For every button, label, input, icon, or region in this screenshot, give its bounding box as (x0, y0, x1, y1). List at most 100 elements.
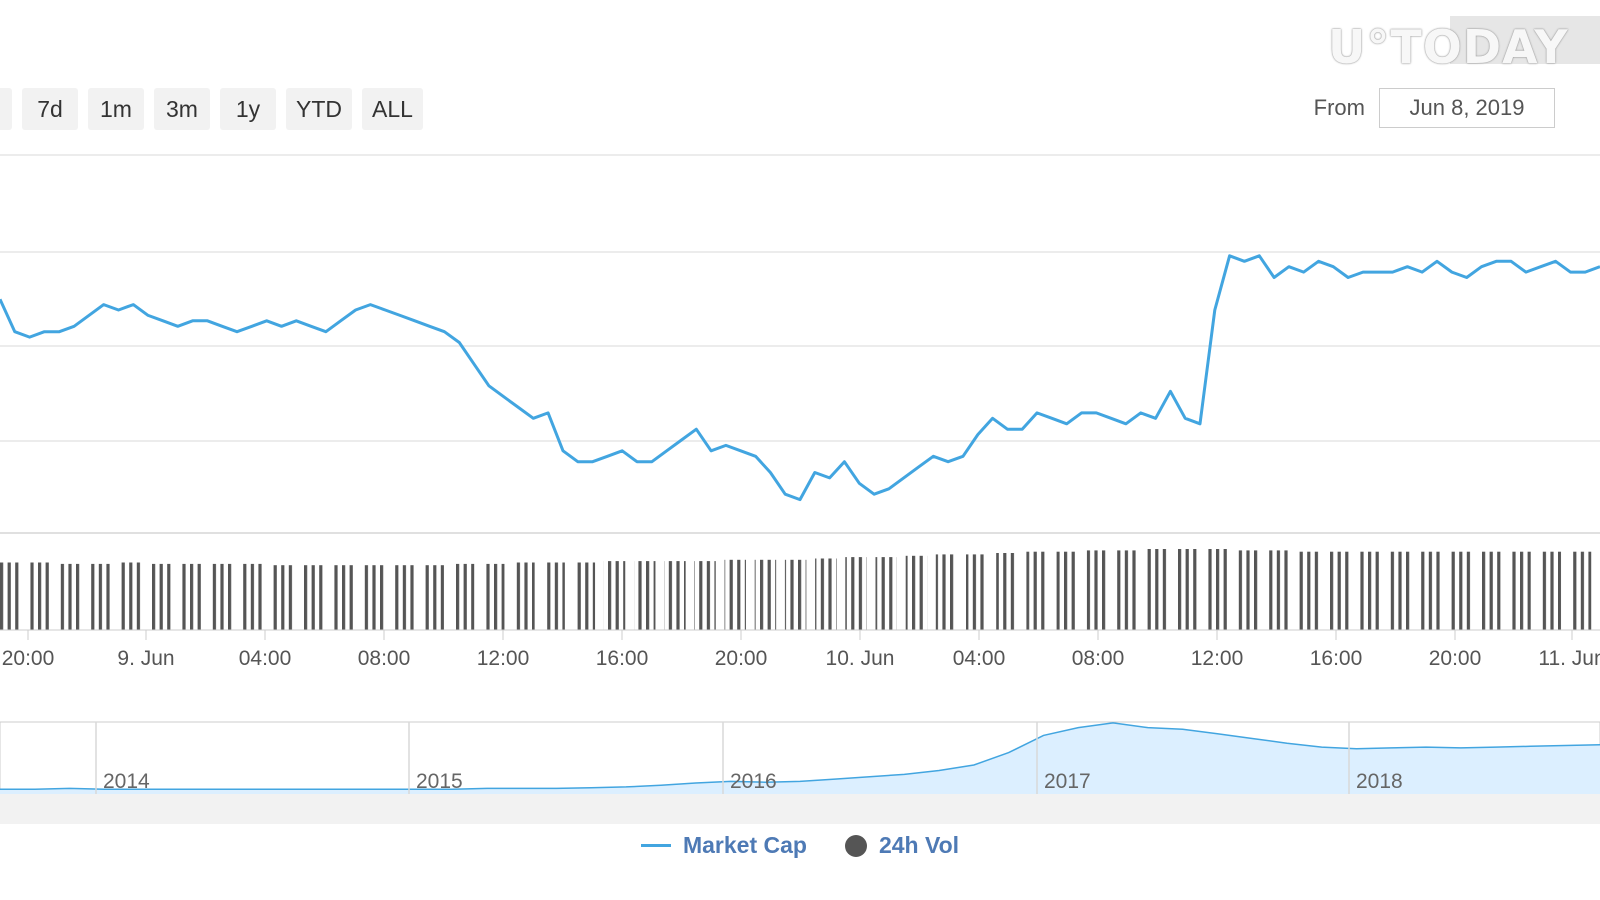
x-tick-label: 08:00 (1072, 647, 1125, 670)
volume-bar (1056, 551, 1079, 630)
volume-bar (724, 559, 746, 630)
volume-bar (573, 562, 596, 630)
navigator-scrollbar[interactable] (0, 794, 1600, 824)
volume-bar (1117, 550, 1139, 631)
volume-bar (1267, 550, 1290, 631)
volume-bar (392, 565, 414, 630)
volume-bar (181, 563, 203, 631)
volume-bar (1358, 551, 1380, 630)
volume-bar (966, 554, 988, 630)
x-tick-label: 08:00 (358, 647, 411, 670)
legend-item-market-cap[interactable]: Market Cap (640, 832, 807, 859)
volume-bar (60, 563, 82, 631)
volume-bar (422, 565, 445, 630)
volume-bar (1298, 551, 1320, 630)
volume-bar (1328, 551, 1350, 630)
navigator: 2014 2015 2016 2017 2018 (0, 721, 1600, 824)
volume-bar (1479, 551, 1501, 630)
range-button-1m[interactable]: 1m (88, 88, 144, 130)
navigator-tick-label: 2015 (416, 770, 463, 793)
volume-bar (301, 565, 324, 630)
navigator-tick-label: 2014 (103, 770, 150, 793)
volume-bar (1539, 551, 1562, 630)
volume-bar (935, 554, 958, 630)
volume-bar (1418, 551, 1441, 630)
volume-bar (1449, 551, 1471, 630)
volume-bar (664, 561, 686, 630)
x-tick-label: 20:00 (1429, 647, 1482, 670)
navigator-x-axis: 2014 2015 2016 2017 2018 (95, 722, 1403, 794)
range-selector: 7d 1m 3m 1y YTD ALL (0, 88, 423, 130)
x-tick-label: 9. Jun (117, 647, 174, 670)
volume-bar (754, 559, 777, 630)
range-button-7d[interactable]: 7d (22, 88, 78, 130)
volume-bar (150, 563, 173, 631)
range-button-1y[interactable]: 1y (220, 88, 276, 130)
volume-bar (1147, 549, 1169, 630)
volume-bar (1388, 551, 1411, 630)
volume-bar (483, 563, 505, 631)
x-tick-label: 12:00 (1191, 647, 1244, 670)
volume-bar (120, 562, 143, 630)
gridlines (0, 154, 1600, 442)
from-date-input[interactable] (1379, 88, 1555, 128)
volume-bar (1207, 549, 1229, 630)
circle-icon (844, 834, 867, 857)
volume-bar (815, 558, 837, 631)
navigator-line (0, 722, 1600, 790)
legend: Market Cap 24h Vol (0, 832, 1600, 859)
x-tick-label: 11. Jun (1538, 647, 1600, 670)
volume-bar (1509, 551, 1531, 630)
watermark-logo: U°TODAY (1328, 20, 1569, 74)
date-range-picker: From (1314, 88, 1555, 128)
legend-label-volume: 24h Vol (878, 832, 960, 858)
volume-bar (845, 557, 867, 630)
volume-bar (996, 553, 1018, 630)
volume-bar (905, 555, 928, 631)
legend-item-volume[interactable]: 24h Vol (844, 832, 960, 859)
line-icon (640, 844, 671, 847)
volume-bar (90, 563, 113, 631)
volume-bar (1086, 550, 1109, 631)
navigator-tick-label: 2018 (1356, 770, 1403, 793)
x-tick-label: 10. Jun (826, 647, 895, 670)
range-button-ytd[interactable]: YTD (286, 88, 352, 130)
volume-bar (332, 565, 354, 630)
volume-bar (0, 562, 22, 630)
navigator-area (0, 722, 1600, 794)
range-button-all[interactable]: ALL (362, 88, 423, 130)
volume-bars (0, 549, 1592, 631)
x-axis: 20:00 9. Jun 04:00 08:00 12:00 16:00 20:00 10. … (2, 630, 1600, 670)
volume-bar (1177, 549, 1199, 630)
volume-bar (513, 562, 535, 630)
volume-bar (271, 565, 294, 630)
range-button-3m[interactable]: 3m (154, 88, 210, 130)
volume-bar (694, 561, 716, 630)
x-tick-label: 20:00 (715, 647, 768, 670)
volume-bar (211, 563, 233, 631)
from-label: From (1313, 95, 1365, 120)
volume-bar (875, 557, 897, 630)
navigator-tick-label: 2017 (1044, 770, 1091, 793)
range-button-cut[interactable] (0, 88, 12, 130)
volume-bar (30, 562, 52, 630)
volume-bar (784, 559, 807, 630)
x-tick-label: 04:00 (953, 647, 1006, 670)
volume-bar (634, 561, 656, 630)
volume-bar (1569, 551, 1592, 630)
legend-label-market-cap: Market Cap (682, 832, 807, 858)
volume-bar (1026, 551, 1048, 630)
volume-bar (452, 563, 475, 631)
volume-bar (603, 561, 626, 630)
x-tick-label: 16:00 (596, 647, 649, 670)
x-tick-label: 04:00 (239, 647, 292, 670)
volume-bar (241, 563, 263, 631)
navigator-tick-label: 2016 (730, 770, 777, 793)
x-tick-label: 20:00 (2, 647, 55, 670)
market-cap-line (0, 254, 1600, 502)
x-tick-label: 16:00 (1310, 647, 1363, 670)
volume-bar (362, 565, 384, 630)
zoom-button[interactable] (1450, 16, 1600, 64)
volume-bar (1237, 550, 1260, 631)
